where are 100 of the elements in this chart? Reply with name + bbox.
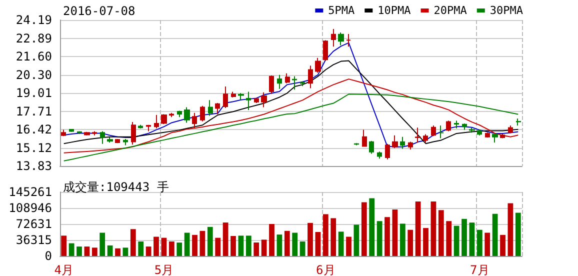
bar — [84, 246, 90, 256]
candlestick — [462, 122, 467, 130]
candlestick — [146, 124, 151, 132]
candlestick — [100, 130, 105, 144]
y-tick-label: 16.42 — [16, 122, 52, 136]
bar — [330, 218, 336, 256]
bar — [322, 214, 328, 256]
bar — [192, 234, 198, 256]
candlestick — [477, 129, 482, 136]
bar — [423, 228, 428, 256]
bar — [392, 209, 398, 256]
bar — [107, 245, 113, 256]
candlestick — [169, 112, 174, 118]
candlestick — [485, 132, 490, 138]
bar — [492, 214, 498, 256]
bar — [346, 236, 352, 256]
bar — [354, 224, 360, 256]
y-tick-label: 24.19 — [16, 13, 52, 27]
y-tick-label: 22.89 — [16, 31, 52, 46]
bar — [68, 243, 74, 256]
bar — [215, 238, 221, 256]
candlestick — [292, 76, 297, 90]
candlestick — [369, 140, 374, 154]
y-tick-label: 0 — [44, 249, 52, 263]
candlestick — [107, 137, 113, 143]
bar — [454, 226, 460, 256]
bar — [184, 232, 190, 256]
candlestick — [131, 122, 136, 146]
candlestick — [439, 125, 444, 139]
y-tick-label: 108946 — [8, 201, 52, 215]
bar — [238, 236, 244, 256]
bar — [515, 212, 521, 256]
bar — [92, 248, 98, 256]
x-tick-label: 5月 — [154, 263, 174, 276]
candlestick — [300, 81, 305, 87]
candlestick — [415, 127, 421, 143]
candlestick — [392, 134, 398, 149]
candlestick — [385, 143, 390, 160]
bar — [276, 234, 282, 256]
legend-label: 10PMA — [378, 4, 412, 17]
bar — [161, 238, 167, 256]
bar — [61, 236, 67, 256]
bar — [376, 221, 382, 256]
x-tick-label: 6月 — [316, 263, 336, 276]
candlestick — [308, 65, 313, 89]
y-tick-label: 21.60 — [16, 50, 52, 64]
bar — [200, 230, 206, 256]
bar — [338, 232, 344, 256]
bar — [300, 241, 306, 256]
candlestick — [269, 75, 274, 94]
candlestick — [315, 57, 321, 74]
x-tick-label: 7月 — [470, 263, 490, 276]
legend-label: 5PMA — [328, 4, 356, 17]
bar — [361, 202, 367, 256]
candlestick — [254, 98, 259, 104]
y-tick-label: 20.30 — [16, 68, 52, 82]
candlestick — [92, 130, 97, 136]
candlestick — [323, 40, 328, 62]
bar — [438, 210, 444, 256]
candlestick — [362, 129, 367, 148]
bar — [446, 221, 452, 256]
bar — [315, 232, 321, 256]
candlestick — [223, 86, 228, 108]
candlestick — [500, 134, 505, 139]
bar — [254, 242, 260, 256]
bar — [130, 229, 136, 256]
candlestick — [508, 125, 513, 134]
candlestick — [84, 131, 90, 136]
candlestick — [238, 92, 244, 101]
chart-title: 2016-07-08 — [63, 4, 136, 18]
candlestick — [285, 72, 290, 84]
bar — [292, 232, 298, 256]
bar — [308, 222, 313, 256]
candlestick — [123, 138, 128, 146]
bar — [384, 217, 390, 256]
candlestick — [61, 129, 66, 137]
x-tick-label: 4月 — [54, 263, 74, 276]
bar — [408, 230, 414, 256]
line-series — [63, 42, 519, 148]
bar — [246, 236, 252, 256]
bar — [476, 230, 482, 256]
y-tick-label: 145261 — [8, 185, 52, 199]
candlestick — [346, 33, 351, 48]
candlestick — [192, 112, 197, 129]
bar — [122, 248, 128, 256]
bar — [484, 232, 490, 256]
candlestick — [115, 138, 120, 144]
line-series — [63, 78, 519, 154]
bar — [462, 218, 467, 256]
bar — [176, 242, 182, 256]
bar — [76, 246, 82, 256]
y-tick-label: 36315 — [16, 233, 52, 247]
y-tick-label: 15.12 — [16, 140, 52, 155]
bar — [261, 240, 267, 256]
candlestick — [69, 128, 74, 132]
bar — [469, 222, 475, 256]
bar — [430, 201, 436, 256]
y-tick-label: 19.01 — [16, 86, 52, 100]
bar — [168, 241, 174, 256]
bar — [154, 236, 159, 256]
